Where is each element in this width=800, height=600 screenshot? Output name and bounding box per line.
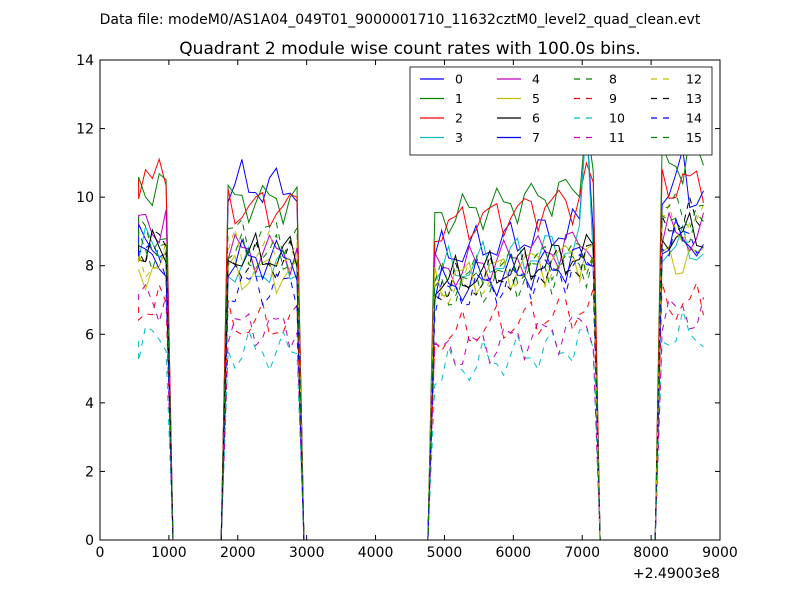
x-offset-label: +2.49003e8 — [633, 566, 720, 582]
legend-label: 6 — [532, 111, 540, 126]
legend-label: 0 — [455, 72, 463, 87]
x-tick-label: 0 — [96, 545, 105, 561]
series-line-14 — [138, 220, 704, 541]
legend-label: 2 — [455, 111, 463, 126]
x-tick-label: 6000 — [496, 545, 532, 561]
legend-label: 3 — [455, 130, 463, 145]
legend-label: 7 — [532, 130, 540, 145]
legend-label: 1 — [455, 91, 463, 106]
legend-label: 12 — [686, 72, 702, 87]
legend-label: 14 — [686, 111, 702, 126]
legend-label: 8 — [609, 72, 617, 87]
y-tick-label: 12 — [76, 122, 94, 138]
legend-label: 5 — [532, 91, 540, 106]
legend-label: 4 — [532, 72, 540, 87]
x-tick-label: 4000 — [358, 545, 394, 561]
y-tick-label: 2 — [85, 464, 94, 480]
x-tick-label: 8000 — [633, 545, 669, 561]
y-tick-label: 4 — [85, 396, 94, 412]
legend-label: 9 — [609, 91, 617, 106]
chart-suptitle: Data file: modeM0/AS1A04_049T01_90000017… — [100, 12, 701, 28]
series-line-10 — [138, 308, 704, 541]
legend-label: 11 — [609, 130, 625, 145]
x-tick-label: 3000 — [289, 545, 325, 561]
chart-title: Quadrant 2 module wise count rates with … — [179, 39, 640, 59]
x-tick-label: 1000 — [151, 545, 187, 561]
ticks-layer: 0 1000 2000 3000 4000 5000 6000 7000 8000 9000 0 2 4… — [76, 53, 738, 561]
x-tick-label: 5000 — [427, 545, 463, 561]
legend-label: 10 — [609, 111, 625, 126]
legend-frame — [409, 66, 713, 156]
series-line-13 — [138, 195, 704, 541]
series-line-9 — [138, 281, 704, 541]
plot-frame — [99, 59, 721, 541]
legend-label: 13 — [686, 91, 702, 106]
series-line-2 — [138, 157, 704, 541]
series-layer — [138, 118, 704, 541]
series-line-5 — [138, 243, 704, 541]
y-tick-label: 14 — [76, 53, 94, 69]
y-tick-label: 6 — [85, 327, 94, 343]
series-line-15 — [138, 191, 704, 541]
legend-label: 15 — [686, 130, 702, 145]
y-tick-label: 10 — [76, 190, 94, 206]
series-line-11 — [138, 283, 704, 541]
series-line-12 — [138, 203, 704, 541]
y-tick-label: 0 — [85, 533, 94, 549]
x-tick-label: 2000 — [220, 545, 256, 561]
x-tick-label: 9000 — [702, 545, 738, 561]
x-tick-label: 7000 — [564, 545, 600, 561]
y-tick-label: 8 — [85, 259, 94, 275]
